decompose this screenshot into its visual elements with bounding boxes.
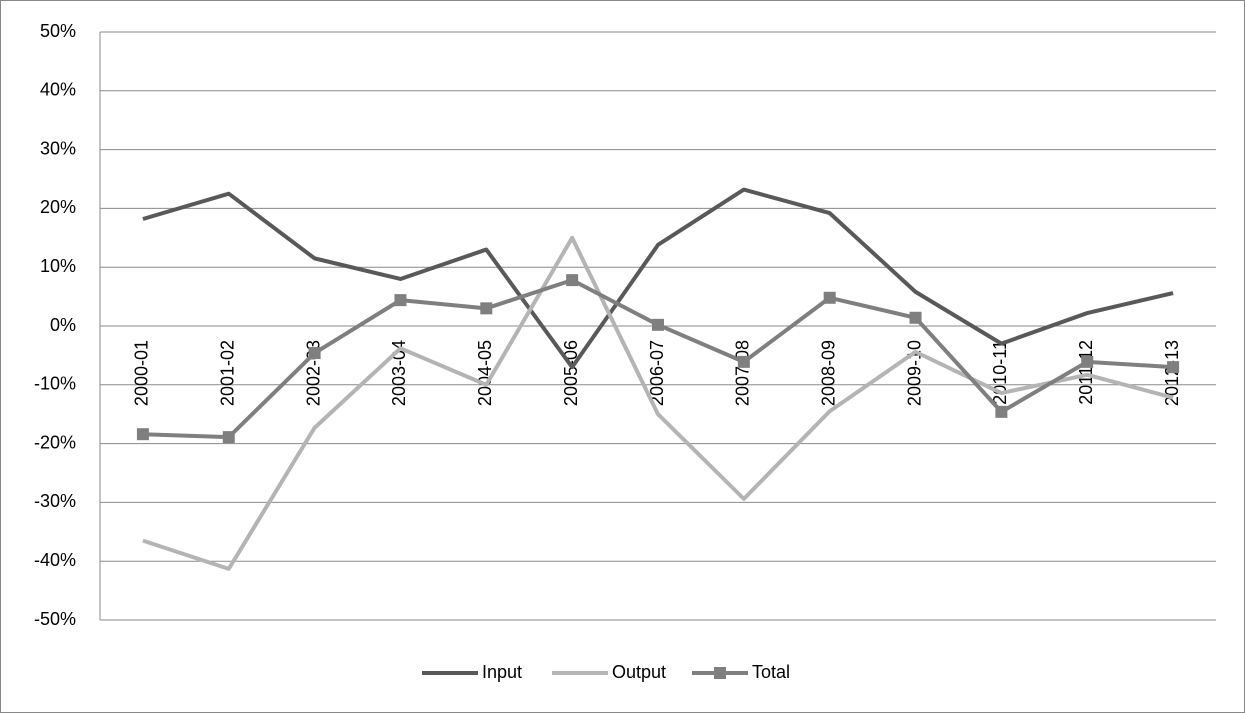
- series-line: [142, 235, 1174, 571]
- point-marker: [394, 294, 407, 307]
- y-tick-label: 30%: [40, 138, 76, 158]
- point-marker: [308, 347, 321, 360]
- y-tick-label: 50%: [40, 21, 76, 41]
- x-tick-label: 2007-08: [733, 340, 753, 406]
- x-tick-label: 2006-07: [647, 340, 667, 406]
- x-tick-label: 2011-12: [1076, 340, 1096, 405]
- y-tick-label: 10%: [40, 256, 76, 276]
- x-tick-label: 2009-10: [904, 340, 924, 406]
- point-marker: [737, 355, 750, 368]
- y-tick-label: -50%: [34, 609, 76, 629]
- y-tick-label: -30%: [34, 491, 76, 511]
- y-tick-label: 20%: [40, 197, 76, 217]
- point-marker: [222, 431, 235, 444]
- x-tick-label: 2010-11: [990, 340, 1010, 405]
- point-marker: [480, 302, 493, 315]
- legend-label: Total: [752, 662, 790, 682]
- x-tick-label: 2008-09: [818, 340, 838, 406]
- point-marker: [1167, 361, 1180, 374]
- y-tick-label: 40%: [40, 80, 76, 100]
- series-line: [142, 187, 1174, 370]
- legend-label: Output: [612, 662, 666, 682]
- y-tick-label: -40%: [34, 550, 76, 570]
- point-marker: [823, 291, 836, 304]
- point-marker: [136, 428, 149, 441]
- legend-label: Input: [482, 662, 522, 682]
- legend-marker: [714, 667, 726, 679]
- x-tick-label: 2004-05: [475, 340, 495, 406]
- x-tick-label: 2005-06: [561, 340, 581, 406]
- point-marker: [995, 405, 1008, 418]
- point-marker: [909, 311, 922, 324]
- y-tick-label: 0%: [50, 315, 76, 335]
- point-marker: [1081, 355, 1094, 368]
- x-tick-label: 2001-02: [218, 340, 238, 406]
- y-tick-label: -10%: [34, 374, 76, 394]
- point-marker: [652, 318, 664, 331]
- y-tick-label: -20%: [34, 432, 76, 452]
- x-tick-label: 2000-01: [132, 340, 152, 406]
- point-marker: [566, 274, 579, 287]
